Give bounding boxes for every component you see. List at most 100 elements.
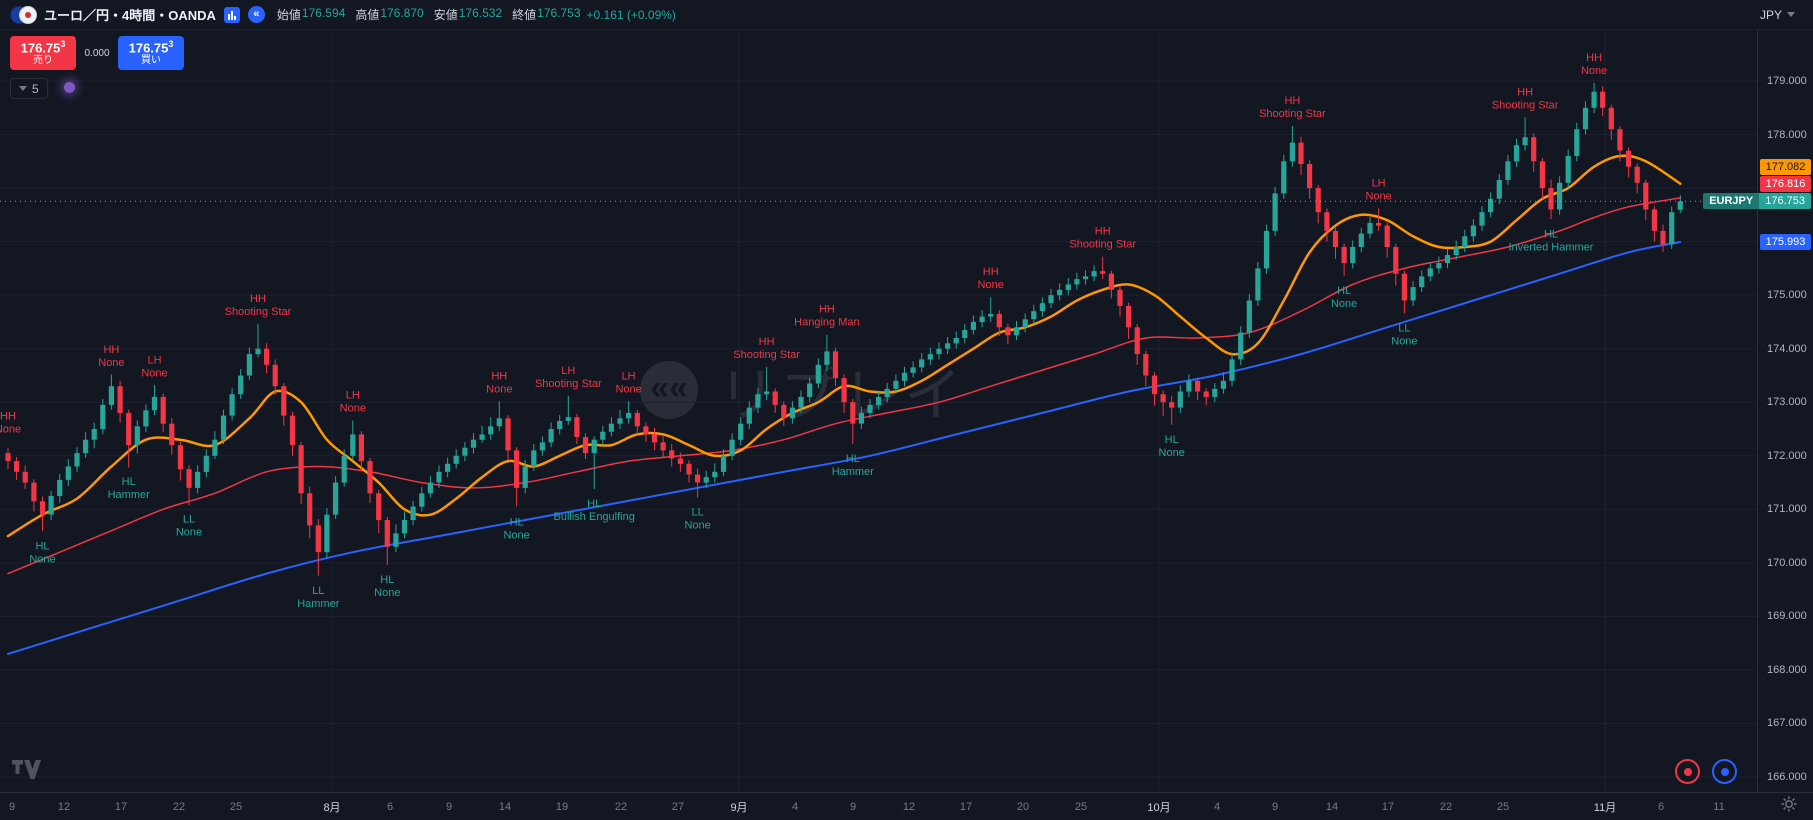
pattern-label-lh: LH None	[1365, 177, 1391, 202]
candle-up	[1177, 391, 1183, 408]
candle-up	[539, 442, 545, 451]
candle-up	[1255, 268, 1261, 301]
candle-up	[858, 412, 864, 424]
drawing-point-indicator[interactable]	[64, 82, 75, 93]
sell-marker-button[interactable]	[1675, 759, 1700, 784]
symbol-flags-icon[interactable]	[10, 5, 37, 25]
candle-down	[1100, 271, 1106, 274]
indicator-price-tag: 176.816	[1760, 176, 1811, 193]
replay-bars-value: 5	[32, 81, 39, 96]
pattern-label-hl: HL None	[29, 540, 55, 565]
candle-up	[229, 394, 235, 416]
candle-up	[591, 439, 597, 454]
candle-down	[996, 313, 1002, 328]
candle-down	[1307, 164, 1313, 189]
fast-orange-ma-line	[6, 154, 1682, 538]
price-axis-label: 171.000	[1767, 503, 1807, 516]
candle-up	[979, 316, 985, 322]
sell-price: 176.75	[20, 40, 61, 56]
candle-up	[1470, 225, 1476, 237]
candle-down	[1126, 305, 1132, 328]
candle-up	[703, 477, 709, 483]
candle-down	[1195, 380, 1201, 392]
candle-down	[1203, 391, 1209, 397]
candle-up	[729, 439, 735, 456]
chart-bars-icon[interactable]	[223, 6, 240, 23]
time-axis-label: 12	[902, 800, 916, 813]
candle-up	[884, 388, 890, 397]
candle-down	[376, 493, 382, 521]
candle-up	[876, 396, 882, 405]
time-axis-label: 14	[498, 800, 512, 813]
candle-up	[1488, 198, 1494, 213]
candle-down	[505, 418, 511, 451]
pattern-label-hl: HL None	[1159, 434, 1185, 459]
time-axis-label: 8月	[323, 801, 341, 814]
sell-button[interactable]: 176.753 売り	[10, 36, 76, 70]
candle-up	[798, 396, 804, 408]
candles-layer	[5, 83, 1683, 576]
candle-up	[1367, 222, 1373, 234]
time-axis-label: 10月	[1147, 801, 1171, 814]
candle-up	[333, 482, 339, 515]
buy-marker-button[interactable]	[1712, 759, 1737, 784]
symbol-tag-price: 176.753	[1765, 195, 1805, 208]
candle-up	[970, 321, 976, 330]
candle-up	[48, 495, 54, 515]
candle-up	[1082, 276, 1089, 280]
symbol-tag-label: EURJPY	[1703, 193, 1760, 210]
pattern-label-hh: HH Shooting Star	[1069, 226, 1136, 251]
buy-button[interactable]: 176.753 買い	[118, 36, 184, 70]
candle-down	[1617, 129, 1623, 151]
candle-up	[1505, 161, 1511, 180]
candle-up	[479, 434, 485, 440]
candle-down	[1169, 402, 1175, 408]
candle-down	[177, 445, 183, 470]
price-axis-label: 167.000	[1767, 717, 1807, 730]
price-scale-settings-button[interactable]	[1781, 796, 1797, 817]
candle-down	[669, 450, 675, 459]
candle-up	[1669, 212, 1675, 245]
candle-up	[488, 426, 494, 435]
replay-bars-selector[interactable]: 5	[10, 78, 48, 99]
symbol-title[interactable]: ユーロ／円・4時間・OANDA	[44, 8, 216, 23]
tradingview-logo[interactable]	[12, 760, 42, 784]
candle-up	[393, 533, 399, 547]
low-value: 176.532	[458, 6, 503, 20]
candle-up	[238, 375, 244, 395]
pattern-label-lh: LH Shooting Star	[535, 365, 602, 390]
candle-up	[1557, 182, 1563, 210]
chevron-down-icon	[19, 86, 27, 91]
candle-up	[220, 415, 227, 440]
candle-up	[1229, 359, 1235, 381]
change-value: +0.161 (+0.09%)	[586, 7, 676, 22]
candle-up	[445, 463, 451, 472]
replay-mode-icon[interactable]: «	[247, 6, 265, 23]
time-axis-label: 9	[8, 800, 16, 813]
candle-down	[1324, 212, 1330, 231]
time-axis-label: 22	[614, 800, 628, 813]
candle-up	[1281, 161, 1287, 194]
candle-down	[1393, 247, 1399, 274]
candle-up	[1513, 145, 1520, 162]
candle-down	[1298, 142, 1304, 164]
candle-up	[1238, 332, 1244, 360]
price-axis-label: 179.000	[1767, 75, 1807, 87]
candle-up	[496, 418, 502, 427]
high-value: 176.870	[380, 6, 424, 20]
jp-flag-icon	[19, 5, 37, 24]
candle-up	[755, 394, 761, 408]
indicator-price-tag: 175.993	[1760, 233, 1811, 250]
candle-up	[100, 404, 106, 429]
currency-selector[interactable]: JPY	[1752, 5, 1803, 25]
currency-label: JPY	[1759, 7, 1782, 22]
candle-up	[57, 479, 63, 496]
candle-up	[919, 359, 925, 368]
time-axis[interactable]: 9 12 17 22 25 8月 6 9 14 19 22 27 9月 4 9 12 17 20 25 10月 4 9 14…	[0, 792, 1813, 820]
candle-down	[14, 461, 20, 472]
time-axis-label: 20	[1016, 800, 1030, 813]
price-axis[interactable]: 179.000178.000177.000176.000175.000174.0…	[1703, 30, 1813, 792]
